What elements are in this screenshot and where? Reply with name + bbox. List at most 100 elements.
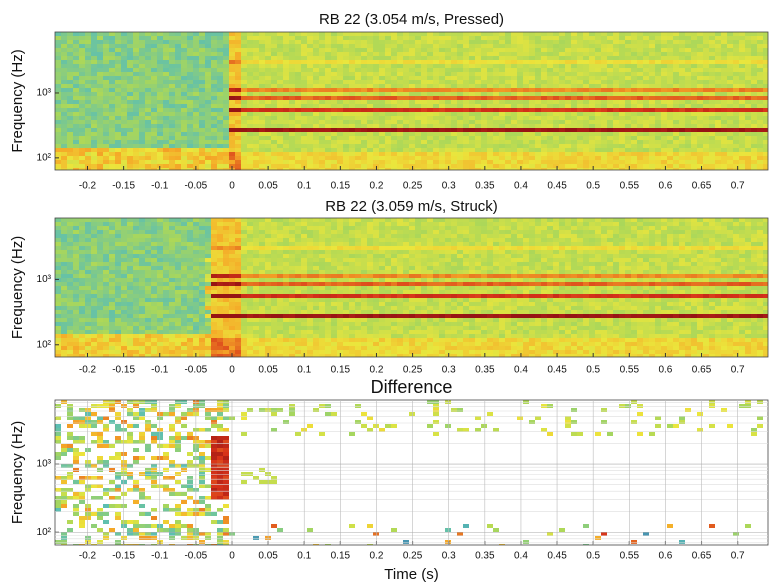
spectrogram-cell	[703, 108, 709, 112]
spectrogram-cell	[181, 92, 187, 96]
spectrogram-cell	[559, 116, 565, 120]
spectrogram-cell	[91, 286, 97, 290]
spectrogram-cell	[571, 76, 577, 80]
spectrogram-cell	[169, 330, 175, 334]
spectrogram-cell	[157, 96, 163, 100]
spectrogram-cell	[145, 302, 151, 306]
spectrogram-cell	[517, 136, 523, 140]
spectrogram-cell	[601, 72, 607, 76]
spectrogram-cell	[67, 156, 73, 160]
spectrogram-cell	[607, 44, 613, 48]
spectrogram-cell	[499, 80, 505, 84]
spectrogram-cell	[463, 48, 469, 52]
spectrogram-cell	[733, 80, 739, 84]
spectrogram-cell	[55, 160, 61, 164]
spectrogram-cell	[181, 234, 187, 238]
spectrogram-cell	[61, 168, 67, 170]
spectrogram-cell	[571, 64, 577, 68]
spectrogram-cell	[439, 140, 445, 144]
spectrogram-cell	[631, 60, 637, 64]
spectrogram-cell	[271, 124, 277, 128]
spectrogram-cell	[103, 60, 109, 64]
spectrogram-cell	[133, 72, 139, 76]
spectrogram-cell	[301, 44, 307, 48]
spectrogram-cell	[685, 128, 691, 132]
spectrogram-cell	[505, 44, 511, 48]
spectrogram-cell	[163, 68, 169, 72]
spectrogram-cell	[313, 120, 319, 124]
spectrogram-cell	[523, 68, 529, 72]
spectrogram-cell	[745, 92, 751, 96]
spectrogram-cell	[619, 152, 625, 156]
spectrogram-cell	[577, 32, 583, 36]
spectrogram-cell	[715, 148, 721, 152]
spectrogram-cell	[157, 270, 163, 274]
spectrogram-cell	[127, 168, 133, 170]
spectrogram-cell	[757, 100, 763, 104]
spectrogram-cell	[667, 84, 673, 88]
spectrogram-cell	[619, 80, 625, 84]
spectrogram-cell	[739, 160, 745, 164]
spectrogram-cell	[73, 350, 79, 354]
spectrogram-cell	[157, 230, 163, 234]
spectrogram-cell	[103, 298, 109, 302]
spectrogram-cell	[265, 148, 271, 152]
spectrogram-cell	[295, 120, 301, 124]
spectrogram-cell	[103, 354, 109, 357]
spectrogram-cell	[319, 104, 325, 108]
spectrogram-cell	[163, 342, 169, 346]
spectrogram-cell	[265, 128, 271, 132]
spectrogram-cell	[493, 136, 499, 140]
spectrogram-cell	[61, 36, 67, 40]
spectrogram-cell	[235, 80, 241, 84]
spectrogram-cell	[79, 334, 85, 338]
spectrogram-cell	[607, 72, 613, 76]
spectrogram-cell	[67, 104, 73, 108]
spectrogram-cell	[505, 84, 511, 88]
spectrogram-cell	[565, 120, 571, 124]
spectrogram-cell	[55, 330, 61, 334]
spectrogram-cell	[331, 112, 337, 116]
spectrogram-cell	[199, 132, 205, 136]
spectrogram-cell	[55, 100, 61, 104]
spectrogram-cell	[547, 104, 553, 108]
spectrogram-cell	[517, 88, 523, 92]
spectrogram-cell	[139, 254, 145, 258]
spectrogram-cell	[331, 88, 337, 92]
spectrogram-cell	[193, 108, 199, 112]
spectrogram-cell	[649, 144, 655, 148]
spectrogram-cell	[643, 84, 649, 88]
spectrogram-cell	[67, 56, 73, 60]
spectrogram-cell	[175, 44, 181, 48]
spectrogram-cell	[121, 302, 127, 306]
spectrogram-cell	[103, 346, 109, 350]
spectrogram-cell	[97, 298, 103, 302]
spectrogram-cell	[523, 136, 529, 140]
spectrogram-cell	[499, 132, 505, 136]
spectrogram-cell	[355, 52, 361, 56]
spectrogram-cell	[241, 36, 247, 40]
spectrogram-cell	[157, 56, 163, 60]
spectrogram-cell	[211, 44, 217, 48]
spectrogram-cell	[367, 164, 373, 168]
spectrogram-cell	[259, 136, 265, 140]
spectrogram-cell	[457, 144, 463, 148]
spectrogram-cell	[589, 144, 595, 148]
spectrogram-cell	[193, 72, 199, 76]
spectrogram-cell	[169, 156, 175, 160]
spectrogram-cell	[61, 128, 67, 132]
spectrogram-cell	[313, 124, 319, 128]
spectrogram-cell	[391, 116, 397, 120]
spectrogram-cell	[397, 120, 403, 124]
spectrogram-cell	[457, 80, 463, 84]
spectrogram-cell	[493, 60, 499, 64]
spectrogram-cell	[703, 60, 709, 64]
spectrogram-cell	[211, 84, 217, 88]
spectrogram-cell	[271, 44, 277, 48]
spectrogram-cell	[349, 60, 355, 64]
spectrogram-cell	[505, 64, 511, 68]
spectrogram-cell	[127, 278, 133, 282]
spectrogram-cell	[121, 262, 127, 266]
spectrogram-cell	[511, 112, 517, 116]
spectrogram-cell	[451, 152, 457, 156]
